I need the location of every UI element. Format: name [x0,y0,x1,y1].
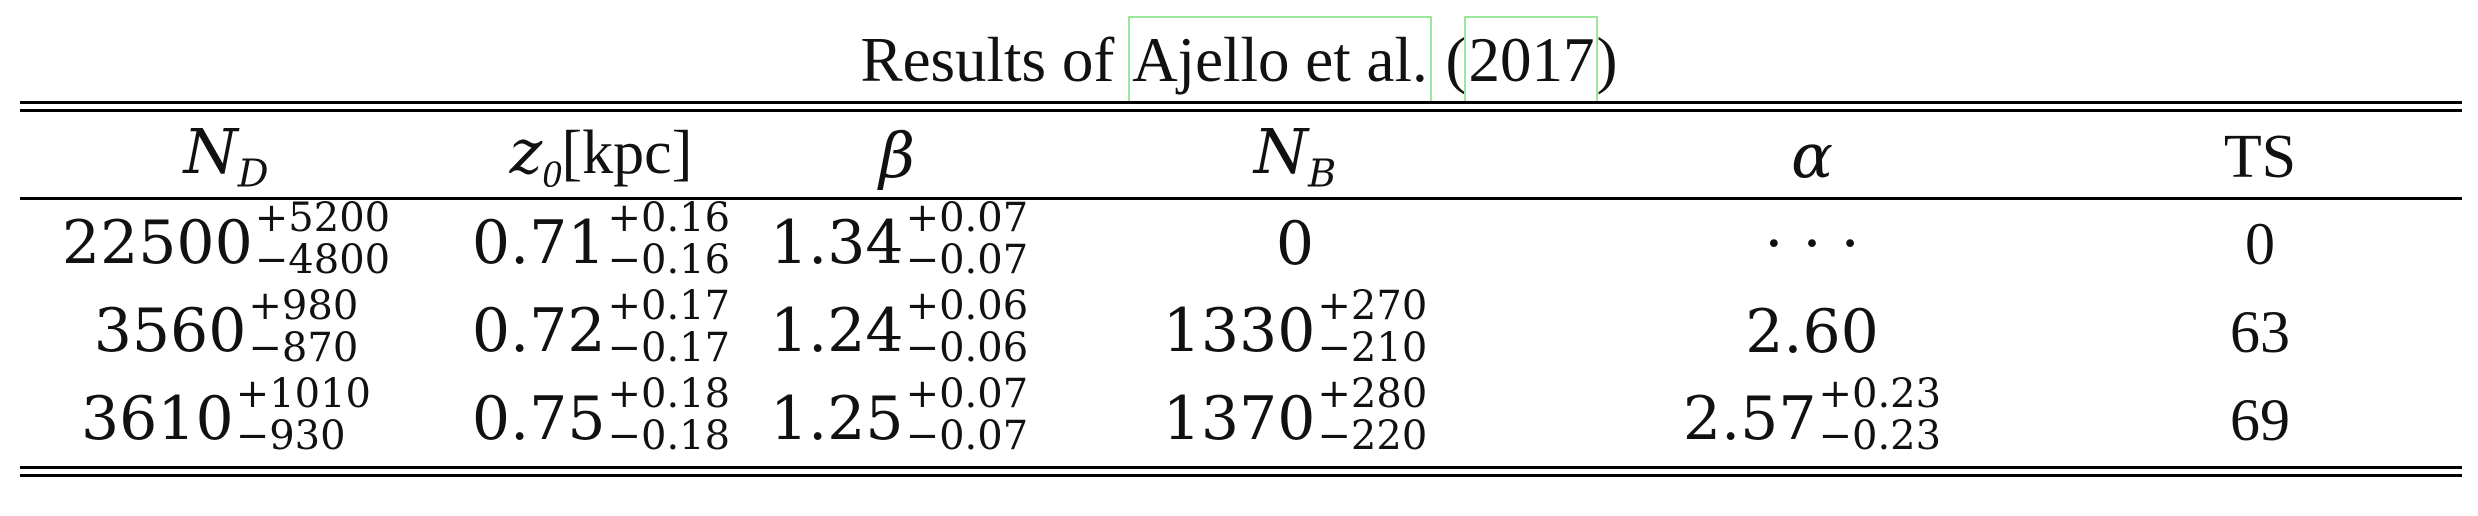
bottom-rule-2 [20,474,2462,477]
cell-z0: 0.72 +0.17 −0.17 [471,283,731,372]
cell-beta: 1.34 +0.07 −0.07 [770,195,1029,284]
cell-alpha: · · · [1764,209,1860,280]
cell-z0: 0.75 +0.18 −0.18 [471,371,731,460]
table-row: 3610 +1010 −930 0.75 +0.18 −0.18 1.25 +0.07 −0… [20,374,2462,462]
header-nd: ND [183,114,269,197]
top-rule-1 [20,101,2462,104]
table-row: 3560 +980 −870 0.72 +0.17 −0.17 1.24 +0.06 −0.… [20,286,2462,374]
cell-ts: 0 [2245,210,2275,277]
results-table: ND z0[kpc] β NB α TS 22500 +5200 −4800 0.7… [20,113,2462,462]
cell-beta: 1.25 +0.07 −0.07 [770,371,1029,460]
top-rule-2 [20,109,2462,112]
title-prefix: Results of [860,25,1131,95]
header-nb: NB [1253,114,1337,197]
cell-nd: 3560 +980 −870 [93,283,359,372]
cell-nb: 1330 +270 −210 [1162,283,1428,372]
cell-nb: 1370 +280 −220 [1162,371,1428,460]
header-alpha: α [1791,119,1833,192]
bottom-rule-1 [20,466,2462,469]
cell-nd: 22500 +5200 −4800 [61,195,391,284]
title-close-paren: ) [1596,25,1618,95]
cell-ts: 63 [2230,298,2290,365]
header-ts: TS [2223,122,2297,191]
cell-alpha: 2.60 [1745,297,1879,368]
header-beta: β [879,119,915,192]
table-title: Results of Ajello et al. (2017) [0,16,2478,104]
citation-year-link[interactable]: 2017 [1464,16,1599,104]
cell-nd: 3610 +1010 −930 [80,371,371,460]
header-z0: z0[kpc] [509,114,693,196]
title-open-paren: ( [1429,25,1467,95]
cell-beta: 1.24 +0.06 −0.06 [770,283,1029,372]
cell-ts: 69 [2230,386,2290,453]
citation-author-link[interactable]: Ajello et al. [1128,16,1432,104]
header-rule [20,197,2462,200]
table-row: 22500 +5200 −4800 0.71 +0.16 −0.16 1.34 +0.07… [20,198,2462,286]
header-row: ND z0[kpc] β NB α TS [20,113,2462,198]
cell-z0: 0.71 +0.16 −0.16 [471,195,731,284]
cell-alpha: 2.57 +0.23 −0.23 [1682,371,1942,460]
cell-nb: 0 [1275,209,1315,280]
